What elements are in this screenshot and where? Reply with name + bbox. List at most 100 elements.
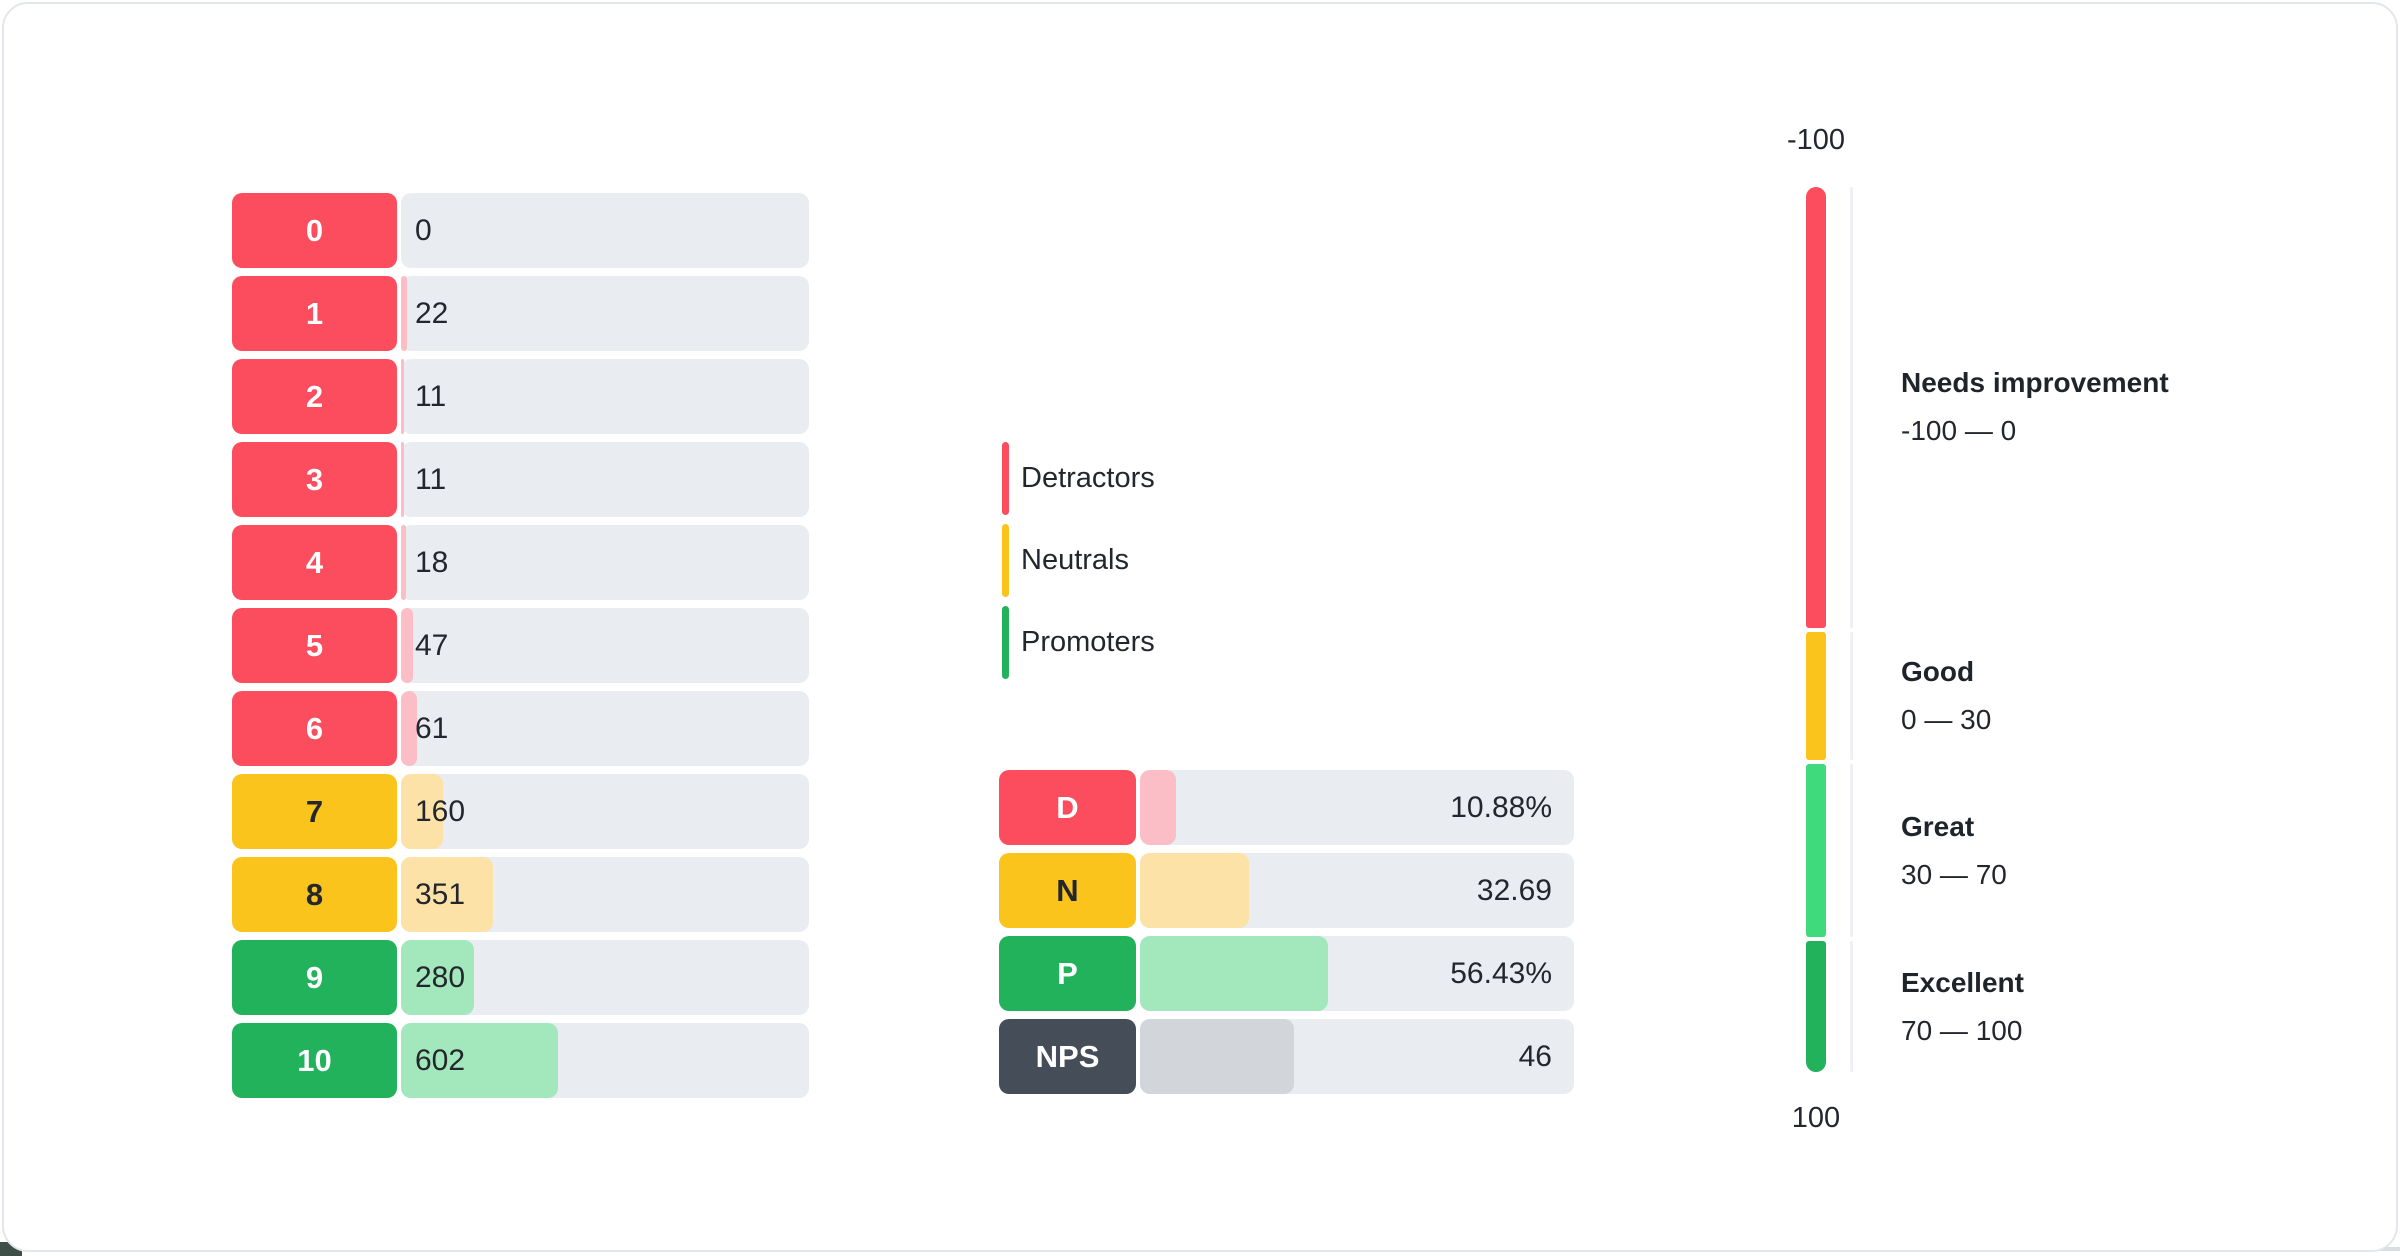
score-row-10[interactable]: 10 602 [232, 1023, 809, 1098]
gauge-divider-segment [1850, 187, 1853, 628]
score-bar-track: 47 [401, 608, 809, 683]
score-bar-track: 351 [401, 857, 809, 932]
score-count-value: 61 [415, 711, 449, 745]
score-bar-fill [401, 276, 407, 351]
gauge-band-range: -100 — 0 [1901, 415, 2017, 447]
summary-bar-track: 10.88% [1140, 770, 1574, 845]
gauge-divider-segment [1850, 764, 1853, 938]
score-label-4: 4 [232, 525, 397, 600]
score-bar-fill [401, 940, 475, 1015]
legend-item-detractor[interactable]: Detractors [1002, 442, 1155, 515]
gauge-divider-segment [1850, 631, 1853, 761]
score-count-value: 22 [415, 296, 449, 330]
summary-bar-track: 56.43% [1140, 936, 1574, 1011]
score-row-7[interactable]: 7 160 [232, 774, 809, 849]
score-bar-fill [401, 774, 443, 849]
gauge-segment-great [1806, 764, 1826, 938]
legend-item-neutral[interactable]: Neutrals [1002, 524, 1155, 597]
score-label-5: 5 [232, 608, 397, 683]
gauge-band-promoter: Excellent 70 — 100 [1901, 966, 2024, 1048]
gauge-band-name: Good [1901, 655, 1975, 687]
score-label-1: 1 [232, 276, 397, 351]
gauge-band-name: Needs improvement [1901, 367, 2169, 399]
score-row-9[interactable]: 9 280 [232, 940, 809, 1015]
score-count-value: 11 [415, 379, 447, 413]
gauge-band-detractor: Needs improvement -100 — 0 [1901, 366, 2169, 448]
gauge-band-range: 30 — 70 [1901, 858, 2007, 890]
score-bar-fill [401, 857, 493, 932]
score-row-8[interactable]: 8 351 [232, 857, 809, 932]
gauge-band-name: Great [1901, 810, 1975, 842]
summary-chart: D 10.88% N 32.69 P 56.43% NPS 46 [999, 770, 1574, 1102]
gauge-band-name: Excellent [1901, 966, 2024, 998]
score-bar-track: 11 [401, 442, 809, 517]
summary-label-d: D [999, 770, 1136, 845]
summary-value: 46 [1518, 1039, 1552, 1073]
score-label-2: 2 [232, 359, 397, 434]
score-distribution-chart: 0 0 1 22 2 11 3 11 4 18 5 47 6 61 7 160 8 351 9 280 10 602 [232, 193, 809, 1106]
gauge-divider-segment [1850, 941, 1853, 1072]
score-bar-track: 280 [401, 940, 809, 1015]
gauge-band-range: 70 — 100 [1901, 1014, 2023, 1046]
legend-color-tick [1002, 606, 1009, 679]
gauge-band-neutral: Good 0 — 30 [1901, 655, 1991, 737]
score-count-value: 602 [415, 1043, 466, 1077]
summary-bar-fill [1140, 853, 1250, 928]
score-row-2[interactable]: 2 11 [232, 359, 809, 434]
summary-bar-fill [1140, 770, 1177, 845]
summary-row-d[interactable]: D 10.88% [999, 770, 1574, 845]
gauge-band-range: 0 — 30 [1901, 703, 1992, 735]
score-row-3[interactable]: 3 11 [232, 442, 809, 517]
score-count-value: 47 [415, 628, 449, 662]
score-count-value: 11 [415, 462, 447, 496]
legend-color-tick [1002, 442, 1009, 515]
legend-label: Neutrals [1021, 544, 1129, 576]
legend-item-promoter[interactable]: Promoters [1002, 606, 1155, 679]
gauge-segment-detractor [1806, 187, 1826, 628]
summary-label-p: P [999, 936, 1136, 1011]
score-label-6: 6 [232, 691, 397, 766]
score-bar-fill [401, 691, 417, 766]
summary-bar-fill [1140, 1019, 1294, 1094]
score-bar-fill [401, 1023, 559, 1098]
gauge-max-label: 100 [1791, 1102, 1841, 1134]
score-row-5[interactable]: 5 47 [232, 608, 809, 683]
summary-value: 32.69 [1476, 873, 1552, 907]
legend-label: Promoters [1021, 626, 1155, 658]
summary-bar-fill [1140, 936, 1329, 1011]
summary-row-p[interactable]: P 56.43% [999, 936, 1574, 1011]
summary-value: 10.88% [1450, 790, 1552, 824]
score-bar-fill [401, 359, 404, 434]
score-bar-track: 11 [401, 359, 809, 434]
gauge-segment-neutral [1806, 631, 1826, 761]
gauge-min-label: -100 [1786, 124, 1846, 156]
summary-label-nps: NPS [999, 1019, 1136, 1094]
score-count-value: 160 [415, 794, 466, 828]
summary-row-nps[interactable]: NPS 46 [999, 1019, 1574, 1094]
score-bar-track: 22 [401, 276, 809, 351]
gauge-band-great: Great 30 — 70 [1901, 810, 2007, 892]
summary-label-n: N [999, 853, 1136, 928]
legend: Detractors Neutrals Promoters [1002, 442, 1155, 688]
summary-value: 56.43% [1450, 956, 1552, 990]
score-bar-fill [401, 608, 414, 683]
score-row-6[interactable]: 6 61 [232, 691, 809, 766]
score-bar-track: 0 [401, 193, 809, 268]
summary-bar-track: 32.69 [1140, 853, 1574, 928]
score-row-4[interactable]: 4 18 [232, 525, 809, 600]
score-row-1[interactable]: 1 22 [232, 276, 809, 351]
score-count-value: 18 [415, 545, 449, 579]
score-bar-track: 18 [401, 525, 809, 600]
score-label-0: 0 [232, 193, 397, 268]
gauge-segment-promoter [1806, 941, 1826, 1072]
score-bar-fill [401, 525, 406, 600]
score-label-9: 9 [232, 940, 397, 1015]
score-count-value: 280 [415, 960, 466, 994]
summary-row-n[interactable]: N 32.69 [999, 853, 1574, 928]
score-label-10: 10 [232, 1023, 397, 1098]
score-bar-track: 602 [401, 1023, 809, 1098]
score-bar-track: 61 [401, 691, 809, 766]
legend-label: Detractors [1021, 462, 1155, 494]
